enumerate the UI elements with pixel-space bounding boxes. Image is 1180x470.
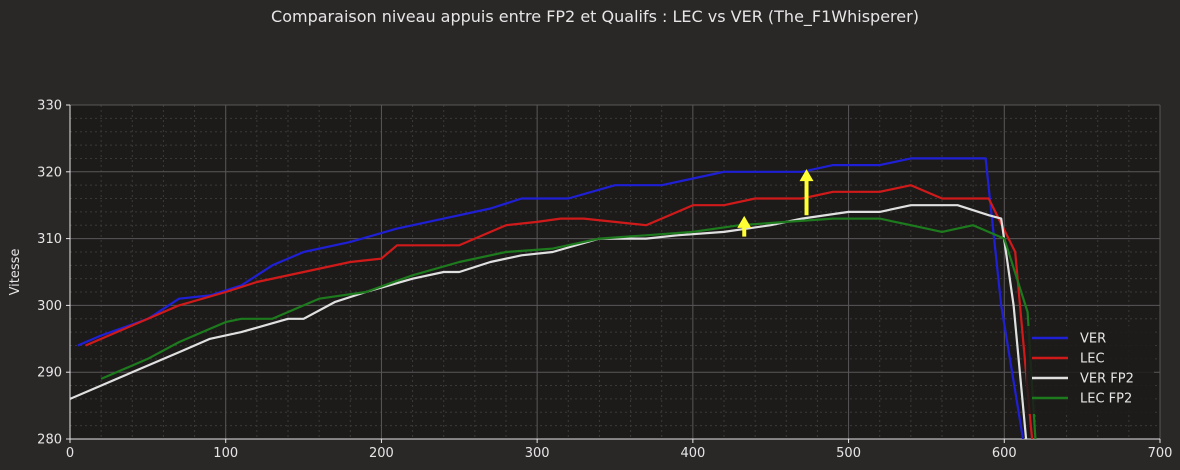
series-line-lec <box>85 184 1034 439</box>
legend: VER LEC VER FP2 LEC FP2 <box>1026 326 1154 414</box>
y-tick-label: 320 <box>37 165 62 180</box>
x-tick-label: 700 <box>1148 446 1173 461</box>
annotation-arrow-1 <box>737 215 752 237</box>
x-tick-label: 0 <box>66 446 74 461</box>
annotation-layer <box>737 169 814 237</box>
plot-area <box>70 105 1160 439</box>
series-line-lec-fp2 <box>100 217 1037 439</box>
annotation-arrow-2 <box>799 169 814 216</box>
chart-title: Comparaison niveau appuis entre FP2 et Q… <box>271 7 919 27</box>
legend-label-ver-fp2: VER FP2 <box>1080 372 1134 387</box>
x-tick-label: 400 <box>680 446 705 461</box>
arrow-head <box>799 169 814 182</box>
axes: 0 100 200 300 400 500 600 700 280 290 300 310 320 330 <box>37 99 1172 462</box>
x-tick-label: 200 <box>369 446 394 461</box>
x-tick-label: 300 <box>525 446 550 461</box>
y-axis-label: Vitesse <box>8 249 23 296</box>
grid <box>69 104 1161 440</box>
series-line-ver-fp2 <box>70 204 1028 439</box>
y-tick-label: 300 <box>37 299 62 314</box>
x-tick-label: 600 <box>992 446 1017 461</box>
x-tick-label: 500 <box>836 446 861 461</box>
series-layer <box>70 157 1037 439</box>
arrow-head <box>737 215 752 228</box>
y-tick-label: 310 <box>37 232 62 247</box>
x-tick-label: 100 <box>213 446 238 461</box>
legend-label-ver: VER <box>1080 332 1106 347</box>
legend-box <box>1026 326 1154 414</box>
series-line-ver <box>77 157 1025 439</box>
y-tick-label: 290 <box>37 366 62 381</box>
legend-label-lec: LEC <box>1080 352 1105 367</box>
legend-label-lec-fp2: LEC FP2 <box>1080 392 1132 407</box>
y-tick-label: 330 <box>37 99 62 114</box>
y-tick-label: 280 <box>37 433 62 448</box>
